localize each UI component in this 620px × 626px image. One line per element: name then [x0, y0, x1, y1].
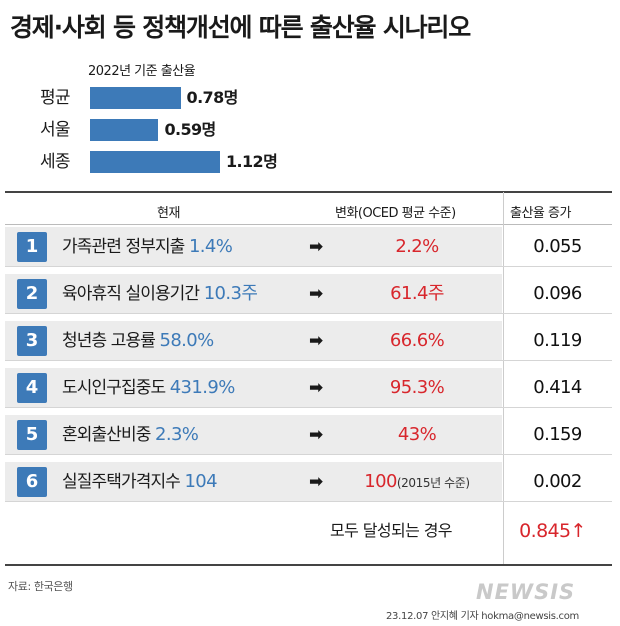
target-group: 95.3%: [325, 368, 509, 409]
bar-category-label: 서울: [40, 120, 70, 140]
row-number-badge: 3: [17, 326, 47, 356]
target-group: 2.2%: [325, 227, 509, 268]
target-value: 43%: [397, 424, 437, 445]
current-value: 2.3%: [154, 424, 199, 445]
row-separator: [5, 501, 612, 502]
bar-value-label: 0.59명: [164, 120, 216, 139]
row-shade: [5, 321, 502, 361]
target-value: 61.4주: [390, 283, 444, 304]
bar: [90, 87, 181, 109]
header-change: 변화(OCED 평균 수준): [335, 206, 456, 221]
row-shade: [5, 368, 502, 408]
target-group: 66.6%: [325, 321, 509, 362]
indicator-label: 가족관련 정부지출: [62, 237, 185, 257]
header-current: 현재: [157, 206, 180, 221]
header-separator: [5, 224, 612, 225]
birth-rate-increase: 0.002: [533, 471, 582, 492]
target-value: 100: [364, 471, 397, 492]
arrow-icon: ➡: [309, 284, 324, 304]
total-label: 모두 달성되는 경우: [330, 521, 453, 540]
arrow-icon: ➡: [309, 425, 324, 445]
source-note: 자료: 한국은행: [8, 580, 73, 593]
header-increase: 출산율 증가: [510, 206, 571, 221]
birth-rate-increase: 0.119: [533, 330, 582, 351]
table-row: 2 육아휴직 실이용기간 10.3주 ➡ 61.4주 0.096: [5, 274, 612, 314]
indicator-label: 육아휴직 실이용기간: [62, 284, 200, 304]
current-value: 10.3주: [203, 283, 258, 304]
row-label-group: 육아휴직 실이용기간 10.3주: [62, 274, 258, 314]
row-label-group: 청년층 고용률 58.0%: [62, 321, 214, 361]
row-number-badge: 6: [17, 467, 47, 497]
table-row: 5 혼외출산비중 2.3% ➡ 43% 0.159: [5, 415, 612, 455]
row-shade: [5, 227, 502, 267]
row-number-badge: 4: [17, 373, 47, 403]
indicator-label: 혼외출산비중: [62, 425, 151, 445]
table-row: 4 도시인구집중도 431.9% ➡ 95.3% 0.414: [5, 368, 612, 408]
bar-chart-title: 2022년 기준 출산율: [88, 64, 196, 79]
chart-title: 경제·사회 등 정책개선에 따른 출산율 시나리오: [10, 13, 471, 42]
column-separator: [503, 192, 504, 565]
bar-value-label: 1.12명: [226, 152, 278, 171]
row-shade: [5, 415, 502, 455]
bar-value-label: 0.78명: [186, 88, 239, 107]
table-row: 6 실질주택가격지수 104 ➡ 100(2015년 수준) 0.002: [5, 462, 612, 502]
birth-rate-increase: 0.096: [533, 283, 582, 304]
total-value: 0.845↑: [519, 520, 586, 542]
bar-category-label: 세종: [40, 152, 70, 172]
target-value: 95.3%: [389, 377, 445, 398]
row-number-badge: 1: [17, 232, 47, 262]
credit-line: 23.12.07 안지혜 기자 hokma@newsis.com: [386, 611, 579, 622]
birth-rate-increase: 0.159: [533, 424, 582, 445]
row-number-badge: 2: [17, 279, 47, 309]
row-separator: [5, 454, 612, 455]
arrow-icon: ➡: [309, 237, 324, 257]
table-row: 3 청년층 고용률 58.0% ➡ 66.6% 0.119: [5, 321, 612, 361]
target-group: 61.4주: [325, 274, 509, 315]
arrow-icon: ➡: [309, 331, 324, 351]
birth-rate-increase: 0.055: [533, 236, 582, 257]
row-shade: [5, 462, 502, 502]
current-value: 1.4%: [188, 236, 233, 257]
current-value: 431.9%: [169, 377, 236, 398]
arrow-icon: ➡: [309, 472, 324, 492]
target-note: (2015년 수준): [396, 476, 470, 490]
birth-rate-increase: 0.414: [533, 377, 582, 398]
target-group: 100(2015년 수준): [325, 462, 509, 503]
bar: [90, 119, 159, 141]
row-label-group: 혼외출산비중 2.3%: [62, 415, 199, 455]
indicator-label: 청년층 고용률: [62, 331, 156, 351]
table-row: 1 가족관련 정부지출 1.4% ➡ 2.2% 0.055: [5, 227, 612, 267]
table-bottom-rule: [5, 564, 612, 566]
indicator-label: 도시인구집중도: [62, 378, 166, 398]
row-separator: [5, 407, 612, 408]
newsis-logo: NEWSIS: [476, 580, 576, 604]
row-label-group: 도시인구집중도 431.9%: [62, 368, 235, 408]
indicator-label: 실질주택가격지수: [62, 472, 181, 492]
row-separator: [5, 360, 612, 361]
row-label-group: 실질주택가격지수 104: [62, 462, 218, 502]
row-separator: [5, 266, 612, 267]
row-separator: [5, 313, 612, 314]
row-number-badge: 5: [17, 420, 47, 450]
target-value: 66.6%: [389, 330, 445, 351]
current-value: 58.0%: [159, 330, 214, 351]
row-shade: [5, 274, 502, 314]
current-value: 104: [184, 471, 217, 492]
bar-category-label: 평균: [40, 88, 70, 108]
arrow-icon: ➡: [309, 378, 324, 398]
bar: [90, 151, 220, 173]
row-label-group: 가족관련 정부지출 1.4%: [62, 227, 233, 267]
table-top-rule: [5, 191, 612, 193]
target-group: 43%: [325, 415, 509, 456]
target-value: 2.2%: [395, 236, 439, 257]
